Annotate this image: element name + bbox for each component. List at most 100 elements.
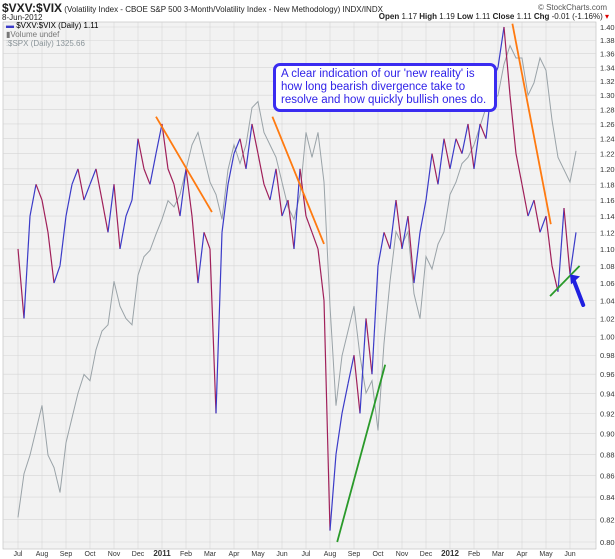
ratio-segment xyxy=(287,199,295,250)
spx-point xyxy=(89,380,91,382)
bearish-divergence-line-2 xyxy=(271,116,325,245)
y-tick-label: 1.10 xyxy=(600,245,615,254)
spx-point xyxy=(551,119,553,121)
ratio-segment xyxy=(389,199,397,250)
ratio-segment xyxy=(431,153,439,185)
ratio-segment xyxy=(119,215,127,250)
ratio-segment xyxy=(203,232,211,250)
ratio-segment xyxy=(305,215,313,233)
close-label: Close xyxy=(492,12,515,21)
ratio-segment xyxy=(185,168,193,217)
spx-point xyxy=(17,516,19,518)
spx-point xyxy=(107,324,109,326)
x-tick-label: Nov xyxy=(396,551,409,558)
ratio-segment xyxy=(215,232,223,414)
spx-point xyxy=(473,144,475,146)
x-tick-label: Jul xyxy=(14,551,23,558)
spx-point xyxy=(155,233,157,235)
symbol-description: (Volatility Index - CBOE S&P 500 3-Month… xyxy=(64,5,383,14)
ratio-segment xyxy=(377,232,385,266)
x-tick-label: Nov xyxy=(108,551,121,558)
y-tick-label: 0.84 xyxy=(600,493,615,502)
ratio-segment xyxy=(539,215,547,233)
spx-point xyxy=(413,293,415,295)
spx-point xyxy=(47,454,49,456)
spx-point xyxy=(125,318,127,320)
y-tick-label: 0.88 xyxy=(600,450,615,459)
spx-point xyxy=(335,405,337,406)
spx-point xyxy=(575,150,577,152)
spx-point xyxy=(371,380,373,382)
ratio-segment xyxy=(509,95,517,154)
y-tick-label: 1.08 xyxy=(600,262,615,271)
ratio-segment xyxy=(29,184,37,217)
spx-point xyxy=(557,156,559,158)
x-tick-label: Oct xyxy=(85,551,96,558)
ratio-segment xyxy=(155,123,163,154)
ratio-segment xyxy=(131,138,139,201)
ratio-segment xyxy=(317,248,325,301)
spx-point xyxy=(443,231,445,233)
spx-point xyxy=(359,355,361,357)
spx-point xyxy=(455,181,457,183)
spx-point xyxy=(329,305,331,307)
y-tick-label: 1.22 xyxy=(600,150,615,159)
x-tick-label: Oct xyxy=(373,551,384,558)
y-tick-label: 0.98 xyxy=(600,351,615,360)
x-tick-label: Sep xyxy=(348,551,361,558)
y-tick-label: 1.14 xyxy=(600,212,615,221)
ratio-segment xyxy=(383,232,391,250)
spx-point xyxy=(419,318,421,320)
x-tick-label: May xyxy=(251,551,265,558)
y-tick-label: 0.94 xyxy=(600,390,615,399)
ratio-segment xyxy=(563,207,571,275)
ratio-segment xyxy=(479,123,487,139)
ratio-segment xyxy=(251,123,259,154)
ratio-segment xyxy=(443,138,451,169)
ratio-segment xyxy=(365,318,373,375)
chart-title: $VXV:$VIX (Volatility Index - CBOE S&P 5… xyxy=(2,1,383,15)
ratio-segment xyxy=(191,216,199,284)
ratio-segment xyxy=(503,26,511,96)
ratio-segment xyxy=(83,184,91,201)
spx-point xyxy=(101,330,103,332)
spx-point xyxy=(227,169,229,171)
ratio-segment xyxy=(437,138,445,185)
ratio-segment xyxy=(401,215,409,250)
spx-point xyxy=(209,181,211,183)
spx-point xyxy=(131,324,133,326)
ohlc-readout: Open 1.17 High 1.19 Low 1.11 Close 1.11 … xyxy=(379,12,609,21)
spx-point xyxy=(497,94,499,96)
y-tick-label: 1.26 xyxy=(600,120,615,129)
brand-label[interactable]: © StockCharts.com xyxy=(537,3,607,12)
spx-point xyxy=(251,107,253,109)
ratio-segment xyxy=(89,168,97,185)
y-tick-label: 1.16 xyxy=(600,196,615,205)
x-tick-label: Apr xyxy=(517,551,529,558)
ratio-segment xyxy=(473,123,481,169)
spx-point xyxy=(377,429,379,431)
spx-point xyxy=(35,429,37,431)
y-tick-label: 1.04 xyxy=(600,297,615,306)
ratio-segment xyxy=(467,123,475,169)
x-tick-label: Jul xyxy=(302,551,311,558)
ratio-segment xyxy=(173,184,181,217)
spx-point xyxy=(245,144,247,146)
ratio-segment xyxy=(281,199,289,217)
legend-volume-label: Volume undef xyxy=(10,30,60,39)
ratio-segment xyxy=(35,184,43,201)
symbol: $VXV:$VIX xyxy=(2,1,63,15)
ratio-segment xyxy=(371,265,379,375)
ratio-segment xyxy=(257,153,265,185)
low-label: Low xyxy=(457,12,474,21)
ratio-segment xyxy=(77,168,85,201)
legend-spx: ⫶$SPX (Daily) 1325.66 xyxy=(6,39,99,48)
ratio-segment xyxy=(557,207,565,292)
close-value: 1.11 xyxy=(516,12,532,21)
ratio-segment xyxy=(275,168,283,217)
x-tick-label: Jun xyxy=(276,551,287,558)
ratio-segment xyxy=(149,153,157,185)
ratio-segment xyxy=(17,248,25,319)
spx-point xyxy=(71,417,73,419)
